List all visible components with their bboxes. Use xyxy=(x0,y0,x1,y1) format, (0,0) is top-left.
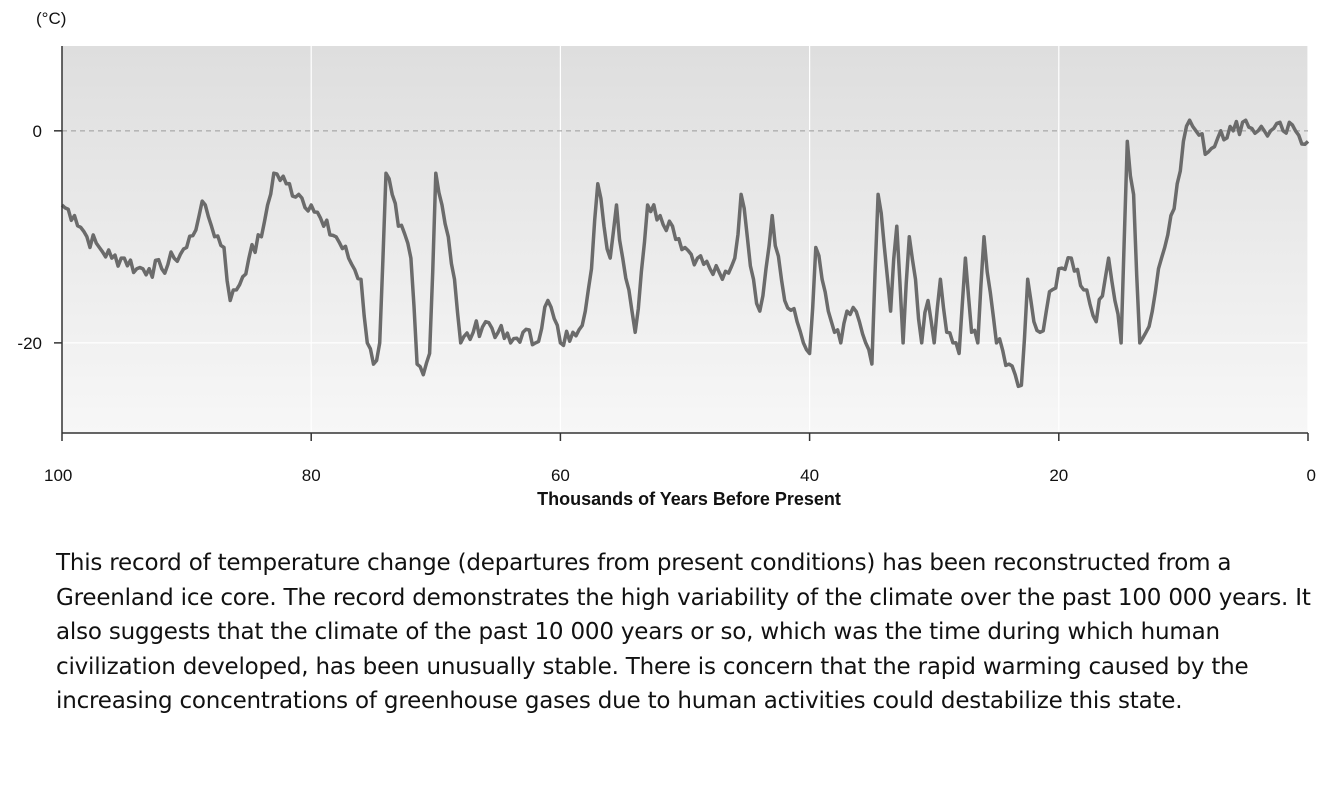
x-tick-label: 80 xyxy=(302,466,321,485)
x-tick-label: 60 xyxy=(551,466,570,485)
x-ticks: 100 80 60 40 20 0 xyxy=(44,433,1316,485)
y-tick-label: 0 xyxy=(33,122,42,141)
y-axis-label: (°C) xyxy=(36,9,66,28)
plot-area xyxy=(62,46,1308,433)
y-tick-label: -20 xyxy=(17,334,42,353)
x-axis-label: Thousands of Years Before Present xyxy=(537,489,841,509)
temperature-series-line xyxy=(60,118,1310,389)
figure-caption: This record of temperature change (depar… xyxy=(56,550,1311,714)
x-tick-label: 0 xyxy=(1307,466,1316,485)
gridlines xyxy=(61,46,1309,433)
temperature-chart: 100 80 60 40 20 0 0 -20 (°C) Thousands of Year… xyxy=(17,9,1316,509)
x-tick-label: 100 xyxy=(44,466,72,485)
x-tick-label: 20 xyxy=(1049,466,1068,485)
y-ticks: 0 -20 xyxy=(17,122,62,353)
x-tick-label: 40 xyxy=(800,466,819,485)
